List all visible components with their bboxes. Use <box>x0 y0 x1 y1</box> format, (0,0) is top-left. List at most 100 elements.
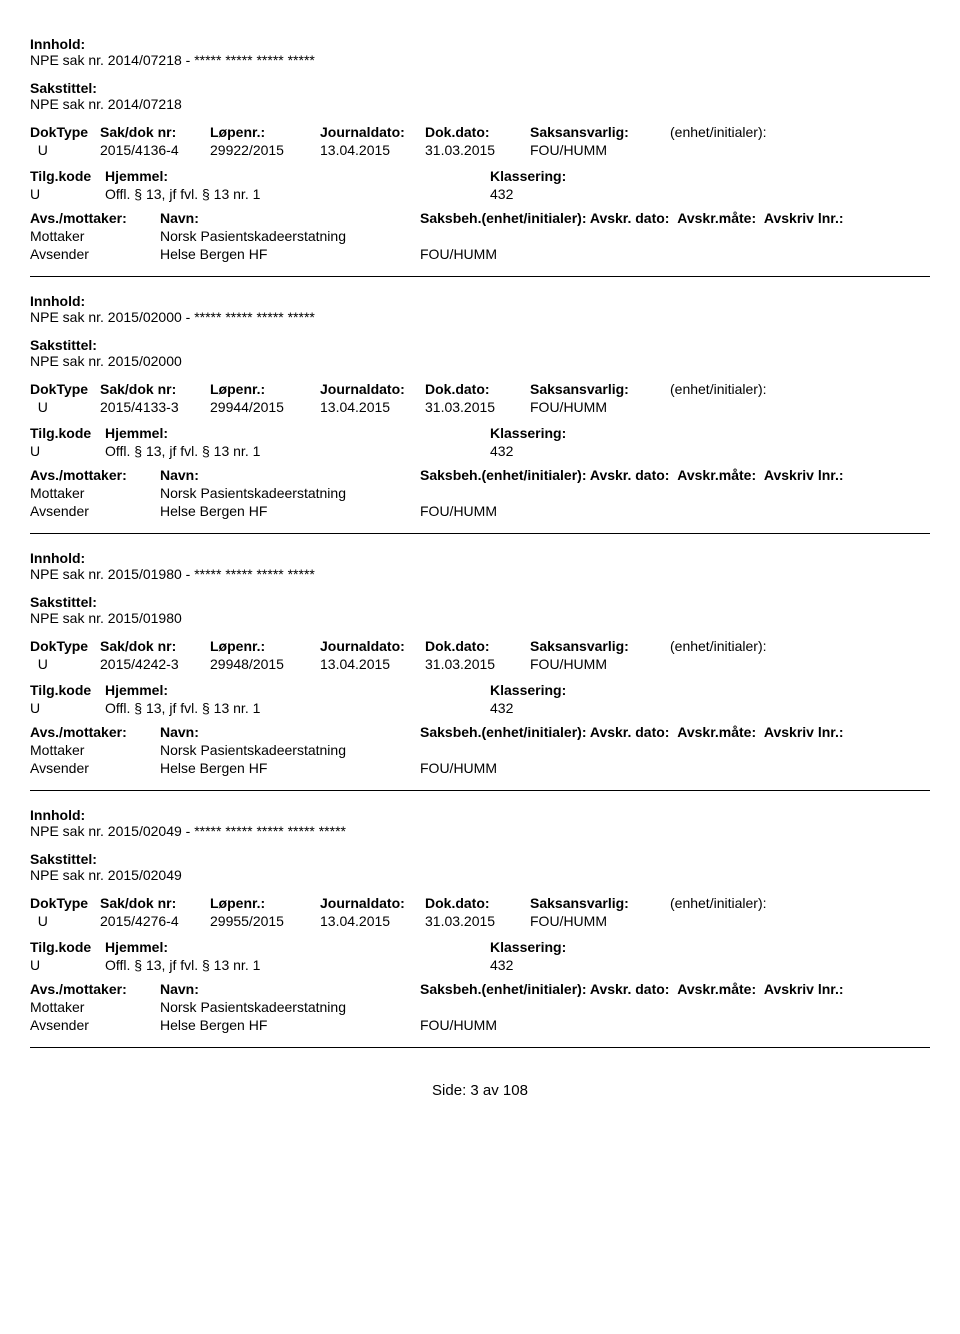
mottaker-value: Norsk Pasientskadeerstatning <box>160 228 420 244</box>
klassering-label: Klassering: <box>490 682 930 698</box>
lopenr-label: Løpenr.: <box>210 124 320 140</box>
tilgkode-value: U <box>30 186 105 202</box>
mottaker-saksbeh <box>420 485 930 501</box>
sakstittel-value: NPE sak nr. 2015/02000 <box>30 353 930 369</box>
dokdato-value: 31.03.2015 <box>425 913 530 929</box>
dokdato-label: Dok.dato: <box>425 381 530 397</box>
lopenr-value: 29944/2015 <box>210 399 320 415</box>
navn-label: Navn: <box>160 981 420 997</box>
journaldato-label: Journaldato: <box>320 124 425 140</box>
mottaker-label: Mottaker <box>30 742 160 758</box>
saksansvarlig-value: FOU/HUMM <box>530 399 670 415</box>
saksbeh-line-label: Saksbeh.(enhet/initialer): Avskr. dato: … <box>420 724 930 740</box>
klassering-value: 432 <box>490 186 930 202</box>
tilgkode-label: Tilg.kode <box>30 939 105 955</box>
avsmottaker-label: Avs./mottaker: <box>30 724 160 740</box>
doktype-label: DokType <box>30 124 100 140</box>
saksbeh-line-label: Saksbeh.(enhet/initialer): Avskr. dato: … <box>420 210 930 226</box>
journal-entry: Innhold: NPE sak nr. 2015/01980 - ***** … <box>30 534 930 791</box>
avsender-label: Avsender <box>30 760 160 776</box>
journal-entry: Innhold: NPE sak nr. 2015/02049 - ***** … <box>30 791 930 1048</box>
avsender-value: Helse Bergen HF <box>160 760 420 776</box>
mottaker-label: Mottaker <box>30 228 160 244</box>
saksbeh-line-label: Saksbeh.(enhet/initialer): Avskr. dato: … <box>420 981 930 997</box>
saknr-value: 2015/4136-4 <box>100 142 210 158</box>
dokdato-value: 31.03.2015 <box>425 656 530 672</box>
doktype-value: U <box>30 399 100 415</box>
journaldato-value: 13.04.2015 <box>320 142 425 158</box>
saknr-label: Sak/dok nr: <box>100 895 210 911</box>
saknr-value: 2015/4276-4 <box>100 913 210 929</box>
avsender-label: Avsender <box>30 503 160 519</box>
lopenr-label: Løpenr.: <box>210 381 320 397</box>
hjemmel-label: Hjemmel: <box>105 425 490 441</box>
avsender-value: Helse Bergen HF <box>160 1017 420 1033</box>
enhet-init-value <box>670 399 930 415</box>
klassering-label: Klassering: <box>490 168 930 184</box>
lopenr-label: Løpenr.: <box>210 638 320 654</box>
lopenr-label: Løpenr.: <box>210 895 320 911</box>
tilgkode-value: U <box>30 443 105 459</box>
journal-entry: Innhold: NPE sak nr. 2015/02000 - ***** … <box>30 277 930 534</box>
saksansvarlig-value: FOU/HUMM <box>530 142 670 158</box>
journaldato-label: Journaldato: <box>320 638 425 654</box>
enhet-init-label: (enhet/initialer): <box>670 381 930 397</box>
avsender-label: Avsender <box>30 246 160 262</box>
sakstittel-value: NPE sak nr. 2015/02049 <box>30 867 930 883</box>
saksansvarlig-label: Saksansvarlig: <box>530 895 670 911</box>
saksansvarlig-label: Saksansvarlig: <box>530 638 670 654</box>
saksansvarlig-value: FOU/HUMM <box>530 913 670 929</box>
avsmottaker-label: Avs./mottaker: <box>30 210 160 226</box>
enhet-init-label: (enhet/initialer): <box>670 895 930 911</box>
enhet-init-value <box>670 913 930 929</box>
doktype-label: DokType <box>30 381 100 397</box>
lopenr-value: 29948/2015 <box>210 656 320 672</box>
mottaker-saksbeh <box>420 228 930 244</box>
navn-label: Navn: <box>160 724 420 740</box>
dokdato-label: Dok.dato: <box>425 124 530 140</box>
dokdato-label: Dok.dato: <box>425 895 530 911</box>
lopenr-value: 29955/2015 <box>210 913 320 929</box>
avsender-value: Helse Bergen HF <box>160 503 420 519</box>
tilgkode-value: U <box>30 957 105 973</box>
hjemmel-label: Hjemmel: <box>105 939 490 955</box>
journaldato-value: 13.04.2015 <box>320 656 425 672</box>
hjemmel-value: Offl. § 13, jf fvl. § 13 nr. 1 <box>105 957 490 973</box>
hjemmel-value: Offl. § 13, jf fvl. § 13 nr. 1 <box>105 443 490 459</box>
enhet-init-value <box>670 142 930 158</box>
mottaker-value: Norsk Pasientskadeerstatning <box>160 485 420 501</box>
saksansvarlig-label: Saksansvarlig: <box>530 124 670 140</box>
saknr-value: 2015/4133-3 <box>100 399 210 415</box>
innhold-value: NPE sak nr. 2015/02049 - ***** ***** ***… <box>30 823 930 839</box>
avsender-enhet: FOU/HUMM <box>420 246 930 262</box>
avsender-value: Helse Bergen HF <box>160 246 420 262</box>
enhet-init-value <box>670 656 930 672</box>
hjemmel-value: Offl. § 13, jf fvl. § 13 nr. 1 <box>105 700 490 716</box>
saksansvarlig-label: Saksansvarlig: <box>530 381 670 397</box>
avsmottaker-label: Avs./mottaker: <box>30 981 160 997</box>
hjemmel-value: Offl. § 13, jf fvl. § 13 nr. 1 <box>105 186 490 202</box>
innhold-label: Innhold: <box>30 36 930 52</box>
journaldato-value: 13.04.2015 <box>320 913 425 929</box>
saksbeh-line-label: Saksbeh.(enhet/initialer): Avskr. dato: … <box>420 467 930 483</box>
journal-entry: Innhold: NPE sak nr. 2014/07218 - ***** … <box>30 20 930 277</box>
sakstittel-value: NPE sak nr. 2014/07218 <box>30 96 930 112</box>
innhold-label: Innhold: <box>30 293 930 309</box>
doktype-label: DokType <box>30 895 100 911</box>
tilgkode-value: U <box>30 700 105 716</box>
navn-label: Navn: <box>160 467 420 483</box>
innhold-label: Innhold: <box>30 807 930 823</box>
doktype-value: U <box>30 913 100 929</box>
sakstittel-label: Sakstittel: <box>30 80 930 96</box>
doktype-label: DokType <box>30 638 100 654</box>
journaldato-value: 13.04.2015 <box>320 399 425 415</box>
dokdato-value: 31.03.2015 <box>425 399 530 415</box>
mottaker-label: Mottaker <box>30 485 160 501</box>
innhold-label: Innhold: <box>30 550 930 566</box>
klassering-label: Klassering: <box>490 939 930 955</box>
mottaker-value: Norsk Pasientskadeerstatning <box>160 742 420 758</box>
avsender-enhet: FOU/HUMM <box>420 503 930 519</box>
tilgkode-label: Tilg.kode <box>30 682 105 698</box>
page-footer: Side: 3 av 108 <box>30 1082 930 1099</box>
lopenr-value: 29922/2015 <box>210 142 320 158</box>
